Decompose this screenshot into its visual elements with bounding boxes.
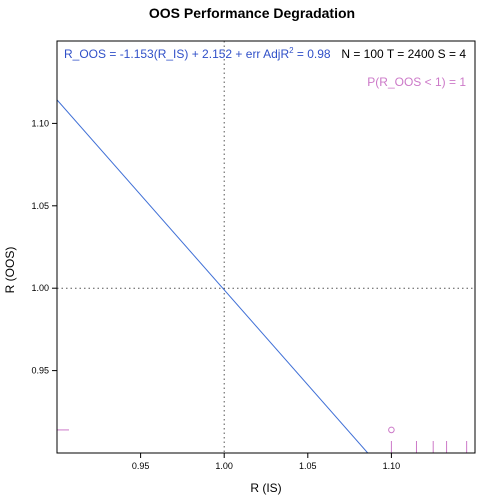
x-axis-label: R (IS) — [250, 481, 281, 495]
probability-annotation: P(R_OOS < 1) = 1 — [367, 75, 466, 89]
data-point — [388, 426, 395, 434]
plot-area — [57, 41, 475, 453]
regression-equation: R_OOS = -1.153(R_IS) + 2.152 + err AdjR2… — [64, 46, 331, 61]
x-tick-label: 1.10 — [383, 461, 401, 471]
y-tick-label: 0.95 — [31, 366, 49, 376]
sample-stats: N = 100 T = 2400 S = 4 — [341, 47, 466, 61]
plot-frame — [56, 40, 476, 454]
x-tick-label: 0.95 — [132, 461, 150, 471]
y-tick-label: 1.05 — [31, 201, 49, 211]
y-tick-label: 1.10 — [31, 118, 49, 128]
equation-main: R_OOS = -1.153(R_IS) + 2.152 + err AdjR — [64, 47, 289, 61]
equation-superscript: 2 — [289, 46, 294, 55]
fit-line — [57, 99, 369, 453]
x-axis: 0.95 1.00 1.05 1.10 — [132, 453, 400, 471]
y-axis: 0.95 1.00 1.05 1.10 — [31, 118, 57, 376]
equation-value: = 0.98 — [294, 47, 331, 61]
x-tick-label: 1.00 — [215, 461, 233, 471]
y-axis-label: R (OOS) — [3, 247, 17, 294]
x-tick-label: 1.05 — [299, 461, 317, 471]
y-tick-label: 1.00 — [31, 283, 49, 293]
chart-title: OOS Performance Degradation — [149, 5, 355, 21]
